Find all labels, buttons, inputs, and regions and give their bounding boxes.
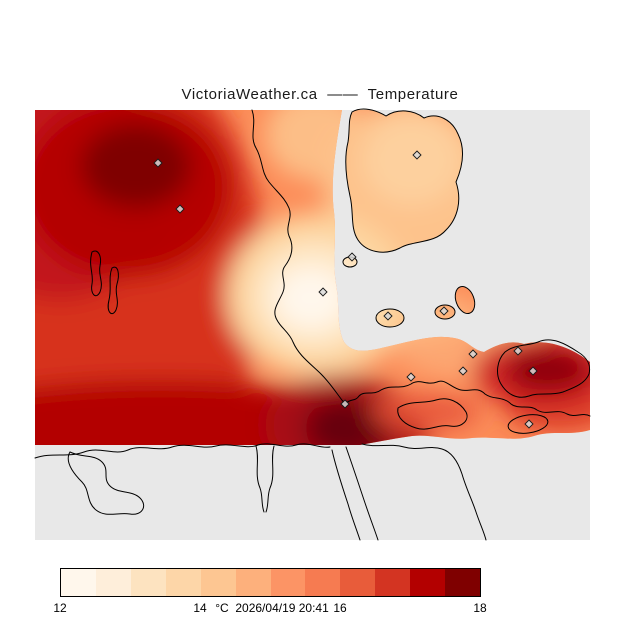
coastlines bbox=[34, 108, 591, 541]
station-marker-diamond bbox=[412, 150, 422, 160]
station-marker-diamond bbox=[468, 349, 478, 359]
colorbar-segment bbox=[410, 569, 446, 596]
colorbar-tick-16: 16 bbox=[333, 601, 347, 615]
station-marker-diamond bbox=[524, 419, 534, 429]
unit-label: °C bbox=[215, 601, 229, 615]
station-marker-diamond bbox=[340, 399, 350, 409]
station-marker-diamond bbox=[153, 158, 163, 168]
temperature-blob bbox=[81, 124, 191, 208]
lake-outline-west-1 bbox=[90, 250, 102, 297]
colorbar-segment bbox=[95, 569, 131, 596]
colorbar-tick-18: 18 bbox=[473, 601, 487, 615]
colorbar-segment bbox=[305, 569, 341, 596]
islet-outline-3 bbox=[454, 285, 476, 315]
station-marker-diamond bbox=[175, 204, 185, 214]
coastline-southeast bbox=[361, 443, 487, 541]
coastline-east-landmass bbox=[497, 339, 591, 398]
lake-outline-west-2 bbox=[107, 266, 119, 315]
temperature-blob bbox=[362, 115, 462, 205]
colorbar-caption: °C 2026/04/19 20:41 bbox=[215, 601, 329, 615]
station-marker-diamond bbox=[318, 287, 328, 297]
temperature-colorbar bbox=[60, 568, 481, 597]
coastline-south-shore bbox=[344, 380, 591, 417]
colorbar-tick-12: 12 bbox=[53, 601, 67, 615]
station-markers bbox=[153, 150, 538, 429]
coastline-northeast-island bbox=[345, 108, 463, 253]
coastline-south-bay bbox=[67, 451, 145, 515]
coastline-south-island bbox=[397, 398, 468, 430]
colorbar-tick-14: 14 bbox=[193, 601, 207, 615]
colorbar-segment bbox=[270, 569, 306, 596]
colorbar-segment bbox=[61, 569, 96, 596]
colorbar-segment bbox=[200, 569, 236, 596]
colorbar-segment bbox=[130, 569, 166, 596]
station-marker-diamond bbox=[513, 346, 523, 356]
coastline-fjord-1 bbox=[331, 449, 361, 541]
station-marker-diamond bbox=[383, 311, 393, 321]
temperature-blob bbox=[305, 398, 389, 445]
islet-outline-1 bbox=[375, 308, 405, 328]
station-marker-diamond bbox=[458, 366, 468, 376]
coastline-inlet-east bbox=[265, 445, 275, 513]
timestamp-label: 2026/04/19 20:41 bbox=[235, 601, 329, 615]
colorbar-segment bbox=[445, 569, 481, 596]
temperature-blob bbox=[370, 392, 480, 432]
coastline-inlet-west bbox=[255, 445, 265, 513]
temperature-blob bbox=[506, 348, 590, 392]
coastline-olympic-north bbox=[34, 443, 331, 459]
station-marker-diamond bbox=[528, 366, 538, 376]
temperature-blob bbox=[275, 267, 347, 329]
station-marker-diamond bbox=[439, 306, 449, 316]
islet-outline-2 bbox=[434, 304, 456, 320]
coastline-vancouver-island-east bbox=[251, 109, 346, 405]
station-marker-diamond bbox=[406, 372, 416, 382]
station-marker-diamond bbox=[347, 252, 357, 262]
islet-outline-4 bbox=[507, 414, 549, 434]
coastline-fjord-2 bbox=[345, 446, 379, 541]
colorbar-segment bbox=[235, 569, 271, 596]
colorbar-segment bbox=[340, 569, 376, 596]
colorbar-segment bbox=[375, 569, 411, 596]
page-title: VictoriaWeather.ca —— Temperature bbox=[181, 86, 459, 103]
colorbar-segment bbox=[165, 569, 201, 596]
